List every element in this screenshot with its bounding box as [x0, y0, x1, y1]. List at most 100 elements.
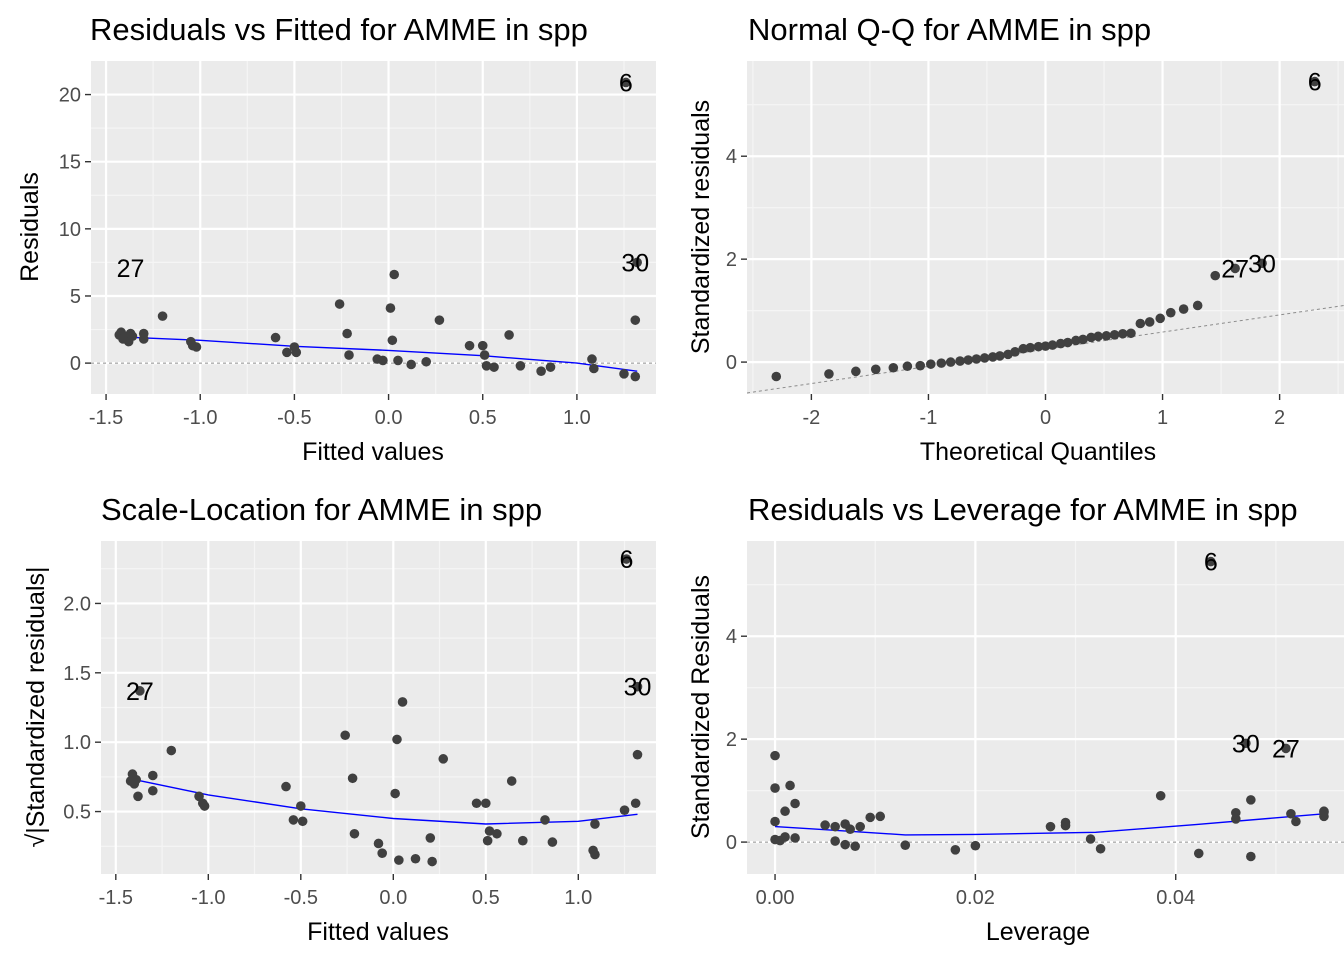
y-tick-label: 2.0 — [63, 593, 91, 615]
y-tick-label: 0.5 — [63, 802, 91, 824]
data-point — [771, 371, 782, 382]
x-tick-label: 0.00 — [756, 887, 795, 909]
data-point — [434, 315, 445, 325]
data-point — [979, 353, 990, 363]
data-point — [438, 754, 449, 764]
data-point — [630, 798, 641, 809]
chart-title: Normal Q-Q for AMME in spp — [748, 12, 1151, 47]
point-label: 6 — [619, 546, 633, 574]
data-point — [1178, 304, 1189, 314]
data-point — [875, 811, 886, 822]
point-label: 27 — [1272, 735, 1300, 763]
data-point — [850, 841, 860, 852]
x-tick-label: 1.0 — [564, 887, 592, 909]
data-point — [389, 269, 400, 280]
ticks: 0.00 0.02 0.04 0 2 4 — [726, 626, 1195, 909]
data-point — [590, 819, 600, 829]
data-point — [1286, 808, 1296, 819]
data-point — [855, 821, 865, 832]
data-point — [589, 363, 599, 374]
data-point — [1210, 270, 1221, 281]
data-point — [518, 835, 528, 846]
data-point — [995, 351, 1005, 361]
data-point — [291, 347, 302, 358]
point-label: 6 — [1204, 549, 1218, 577]
chart-panel-4: 6 30 27 0.00 0.02 0.04 0 2 4 Residuals vs Leverag… — [687, 492, 1344, 946]
data-point — [157, 311, 168, 321]
y-axis-title: Residuals — [16, 172, 44, 282]
data-point — [477, 340, 488, 351]
point-label: 27 — [1221, 255, 1249, 283]
y-axis-title: Standardized residuals — [687, 100, 715, 354]
data-point — [387, 335, 398, 346]
data-point — [1010, 346, 1020, 357]
point-label: 30 — [1232, 730, 1260, 758]
smooth-line — [134, 778, 638, 825]
y-tick-label: 2 — [726, 729, 737, 751]
point-label: 27 — [117, 255, 145, 283]
data-point — [630, 371, 641, 382]
data-point — [1062, 337, 1073, 348]
data-point — [1060, 817, 1071, 828]
data-point — [1135, 318, 1146, 329]
data-point — [888, 362, 899, 373]
data-point — [166, 745, 177, 756]
x-tick-label: 0.5 — [469, 407, 497, 429]
data-point — [1095, 843, 1106, 854]
x-tick-label: 0.02 — [956, 887, 995, 909]
data-point — [492, 828, 502, 839]
data-point — [936, 358, 947, 368]
data-point — [865, 812, 876, 823]
chart-title: Residuals vs Fitted for AMME in spp — [90, 12, 588, 47]
data-point — [770, 783, 780, 793]
y-tick-label: 0 — [726, 352, 737, 374]
data-point — [1071, 335, 1081, 346]
data-point — [504, 330, 514, 340]
data-point — [297, 816, 308, 827]
gridlines — [101, 541, 656, 874]
data-point — [385, 303, 396, 313]
data-point — [950, 845, 961, 855]
data-point — [340, 730, 351, 741]
ticks: -1.5 -1.0 -0.5 0.0 0.5 1.0 0.5 1.0 1.5 2.0 — [63, 593, 592, 909]
data-point — [536, 366, 546, 376]
data-point — [397, 697, 408, 707]
point-label: 30 — [1248, 250, 1276, 278]
data-point — [851, 366, 861, 377]
data-point — [199, 801, 210, 811]
data-point — [131, 774, 141, 785]
x-tick-label: -1 — [920, 407, 938, 429]
data-point — [484, 826, 495, 836]
data-point — [479, 350, 490, 360]
data-point — [780, 832, 790, 842]
data-point — [1155, 313, 1166, 324]
data-point — [378, 355, 388, 366]
data-point — [1047, 340, 1058, 350]
data-point — [1078, 334, 1088, 345]
data-point — [138, 334, 149, 344]
x-tick-label: -1.0 — [183, 407, 217, 429]
data-point — [1155, 790, 1166, 801]
data-point — [270, 332, 281, 343]
data-point — [824, 369, 834, 379]
point-label: 27 — [126, 678, 154, 706]
x-tick-label: 0.5 — [472, 887, 500, 909]
data-point — [619, 805, 630, 815]
x-tick-label: 0.0 — [379, 887, 407, 909]
plot-area: 6 30 27 — [747, 549, 1344, 862]
data-point — [900, 840, 911, 850]
data-point — [281, 781, 291, 792]
data-point — [587, 354, 597, 364]
x-tick-label: -1.5 — [99, 887, 133, 909]
data-point — [1045, 821, 1056, 832]
x-tick-label: -0.5 — [284, 887, 318, 909]
y-tick-label: 1.0 — [63, 732, 91, 754]
data-point — [288, 815, 299, 825]
data-point — [1086, 332, 1096, 343]
data-point — [347, 773, 358, 784]
